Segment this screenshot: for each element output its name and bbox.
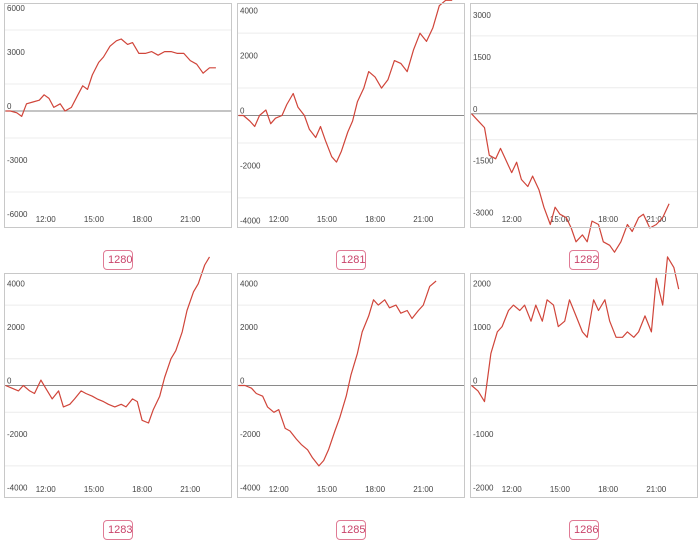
chart-plot-1281: 4000 2000 0 -2000 -4000 12:00 15:00 18:00 21:00 <box>237 0 465 228</box>
y-tick-label: 6000 <box>7 4 25 13</box>
y-tick-label: -4000 <box>240 216 261 225</box>
y-tick-label: -2000 <box>240 430 261 439</box>
chart-plot-1286: 2000 1000 0 -1000 -2000 12:00 15:00 18:00 21:00 <box>470 256 698 498</box>
plot-frame <box>237 3 465 228</box>
chart-panel-1286: 2000 1000 0 -1000 -2000 12:00 15:00 18:00 21:00 1… <box>470 256 698 540</box>
y-tick-label: 3000 <box>7 48 25 57</box>
chart-panel-1280: 6000 3000 0 -3000 -6000 12:00 15:00 18:00 21:00 1… <box>4 3 232 270</box>
x-tick-label: 21:00 <box>646 485 667 494</box>
x-tick-label: 15:00 <box>84 485 105 494</box>
x-tick-label: 15:00 <box>317 485 338 494</box>
y-tick-label: -2000 <box>7 430 28 439</box>
series-line-1280 <box>5 38 216 118</box>
y-tick-label: -2000 <box>240 161 261 170</box>
y-tick-label: 0 <box>473 105 478 114</box>
chart-panel-1283: 4000 2000 0 -2000 -4000 12:00 15:00 18:00 21:00 1… <box>4 256 232 540</box>
chart-plot-1282: 3000 1500 0 -1500 -3000 12:00 15:00 18:00 21:00 <box>470 3 698 253</box>
chart-label-badge[interactable]: 1281 <box>336 250 366 270</box>
x-tick-label: 18:00 <box>132 485 153 494</box>
y-tick-label: 0 <box>7 102 12 111</box>
x-tick-label: 12:00 <box>502 215 523 224</box>
y-tick-label: 0 <box>473 377 478 386</box>
y-tick-label: 0 <box>240 107 245 116</box>
plot-frame <box>470 3 698 228</box>
x-tick-label: 12:00 <box>269 485 290 494</box>
y-tick-label: -3000 <box>473 209 494 218</box>
y-tick-label: -3000 <box>7 156 28 165</box>
x-tick-label: 12:00 <box>36 485 57 494</box>
plot-frame <box>4 3 232 228</box>
y-tick-label: 2000 <box>240 52 258 61</box>
x-tick-label: 18:00 <box>132 215 153 224</box>
chart-panel-1282: 3000 1500 0 -1500 -3000 12:00 15:00 18:00 21:00 1… <box>470 3 698 270</box>
y-tick-label: 2000 <box>7 323 25 332</box>
plot-frame <box>4 273 232 498</box>
chart-label-badge[interactable]: 1282 <box>569 250 599 270</box>
chart-panel-1281: 4000 2000 0 -2000 -4000 12:00 15:00 18:00 21:00 1… <box>237 0 465 270</box>
y-tick-label: 0 <box>240 377 245 386</box>
x-tick-label: 21:00 <box>413 215 434 224</box>
series-line-1281 <box>238 0 453 163</box>
chart-panel-1285: 4000 2000 0 -2000 -4000 12:00 15:00 18:00 21:00 1… <box>237 273 465 540</box>
x-tick-label: 18:00 <box>598 215 619 224</box>
chart-label-badge[interactable]: 1283 <box>103 520 133 540</box>
chart-plot-1283: 4000 2000 0 -2000 -4000 12:00 15:00 18:00 21:00 <box>4 256 232 498</box>
x-tick-label: 21:00 <box>413 485 434 494</box>
series-line-1285 <box>238 280 437 467</box>
series-line-1286 <box>471 256 680 403</box>
y-tick-label: 4000 <box>7 279 25 288</box>
y-tick-label: 1000 <box>473 323 491 332</box>
plot-frame <box>470 273 698 498</box>
y-tick-label: 2000 <box>240 323 258 332</box>
x-tick-label: 15:00 <box>550 485 571 494</box>
chart-label-badge[interactable]: 1286 <box>569 520 599 540</box>
x-tick-label: 21:00 <box>646 215 667 224</box>
x-tick-label: 15:00 <box>84 215 105 224</box>
y-tick-label: 2000 <box>473 279 491 288</box>
series-line-1283 <box>5 256 211 424</box>
x-tick-label: 15:00 <box>550 215 571 224</box>
y-tick-label: -6000 <box>7 210 28 219</box>
x-tick-label: 15:00 <box>317 215 338 224</box>
y-tick-label: -1500 <box>473 157 494 166</box>
x-tick-label: 21:00 <box>180 485 201 494</box>
y-tick-label: -2000 <box>473 484 494 493</box>
series-line-1282 <box>471 113 670 253</box>
x-tick-label: 12:00 <box>36 215 57 224</box>
x-tick-label: 18:00 <box>365 215 386 224</box>
y-tick-label: 1500 <box>473 53 491 62</box>
x-tick-label: 18:00 <box>598 485 619 494</box>
y-tick-label: 0 <box>7 377 12 386</box>
y-tick-label: -4000 <box>7 484 28 493</box>
plot-frame <box>237 273 465 498</box>
y-tick-label: 3000 <box>473 11 491 20</box>
x-tick-label: 12:00 <box>269 215 290 224</box>
y-tick-label: -4000 <box>240 484 261 493</box>
y-tick-label: -1000 <box>473 430 494 439</box>
y-tick-label: 4000 <box>240 7 258 16</box>
y-tick-label: 4000 <box>240 279 258 288</box>
x-tick-label: 12:00 <box>502 485 523 494</box>
x-tick-label: 21:00 <box>180 215 201 224</box>
chart-label-badge[interactable]: 1280 <box>103 250 133 270</box>
chart-plot-1280: 6000 3000 0 -3000 -6000 12:00 15:00 18:00 21:00 <box>4 3 232 228</box>
chart-label-badge[interactable]: 1285 <box>336 520 366 540</box>
chart-plot-1285: 4000 2000 0 -2000 -4000 12:00 15:00 18:00 21:00 <box>237 273 465 498</box>
x-tick-label: 18:00 <box>365 485 386 494</box>
